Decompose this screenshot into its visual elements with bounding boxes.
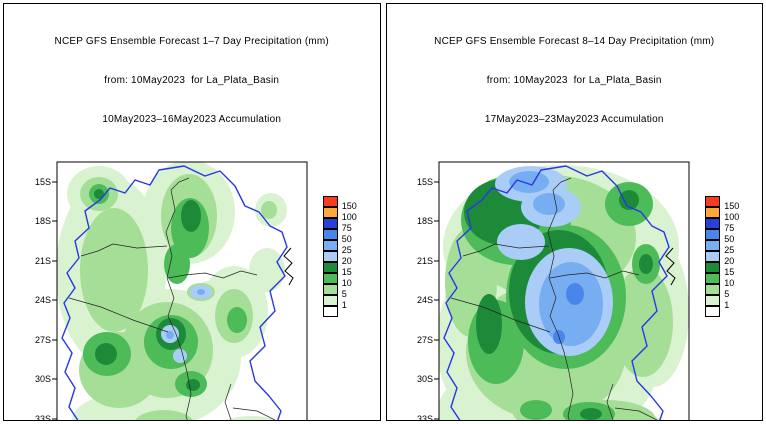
- y-tick-label: 30S: [417, 374, 433, 384]
- title-line-1: NCEP GFS Ensemble Forecast 1–7 Day Preci…: [54, 36, 329, 47]
- precip-map-week2: 15S 18S 21S 24S 27S 30S 33S 66W 63W 60W …: [417, 161, 690, 421]
- basin-outline: [61, 165, 288, 420]
- panel-week1-forecast: NCEP GFS Ensemble Forecast 1–7 Day Preci…: [3, 3, 381, 421]
- y-tick-label: 21S: [35, 256, 51, 266]
- legend-swatch: [705, 196, 721, 207]
- title-line-1: NCEP GFS Ensemble Forecast 8–14 Day Prec…: [434, 36, 715, 47]
- title-line-2: from: 10May2023 for La_Plata_Basin: [104, 75, 280, 86]
- legend-swatch: [322, 218, 338, 229]
- legend-label: 5: [341, 289, 347, 299]
- legend-swatch: [322, 306, 338, 317]
- title-line-2: from: 10May2023 for La_Plata_Basin: [486, 75, 662, 86]
- y-tick-label: 18S: [35, 216, 51, 226]
- legend-swatch: [322, 196, 338, 207]
- plot-frame: [56, 161, 308, 420]
- panel-title-week2: NCEP GFS Ensemble Forecast 8–14 Day Prec…: [434, 9, 714, 152]
- legend-swatch: [705, 295, 721, 306]
- panel-week2-forecast: NCEP GFS Ensemble Forecast 8–14 Day Prec…: [385, 3, 763, 421]
- y-tick-label: 33S: [35, 414, 51, 421]
- legend-label: 10: [341, 278, 352, 288]
- legend-label: 50: [341, 234, 352, 244]
- y-tick-label: 24S: [417, 295, 433, 305]
- legend-swatch: [705, 273, 721, 284]
- coastline-mark: [283, 247, 294, 286]
- axis-ticks: [434, 181, 440, 420]
- legend-label: 25: [724, 245, 735, 255]
- coastline-mark: [665, 247, 676, 286]
- legend-label: 5: [724, 289, 730, 299]
- legend-label: 50: [724, 234, 735, 244]
- legend-label: 20: [341, 256, 352, 266]
- plot-frame: [438, 161, 690, 420]
- y-tick-label: 15S: [35, 177, 51, 187]
- legend-label: 10: [724, 278, 735, 288]
- legend-label: 25: [341, 245, 352, 255]
- legend-label: 1: [341, 300, 347, 310]
- y-tick-label: 21S: [417, 256, 433, 266]
- contour-fill-layer: [56, 162, 287, 420]
- legend-label: 20: [724, 256, 735, 266]
- y-tick-label: 24S: [35, 295, 51, 305]
- legend-swatch: [705, 240, 721, 251]
- legend-swatch: [322, 295, 338, 306]
- legend-label: 150: [724, 201, 740, 211]
- legend-swatch: [705, 251, 721, 262]
- map-row-week1: 15S 18S 21S 24S 27S 30S 33S 66W 63W 60W …: [19, 152, 365, 421]
- y-tick-label: 30S: [35, 374, 51, 384]
- country-borders: [451, 177, 659, 420]
- legend-swatch: [322, 240, 338, 251]
- precip-color-scale: 150 100 75 50 25 20 15 10 5 1: [322, 196, 365, 322]
- title-line-3: 17May2023–23May2023 Accumulation: [484, 114, 664, 125]
- y-tick-label: 15S: [417, 177, 433, 187]
- legend-label: 75: [724, 223, 735, 233]
- legend-swatch: [705, 306, 721, 317]
- country-borders: [68, 177, 276, 420]
- y-tick-label: 27S: [417, 335, 433, 345]
- precip-map-week1: 15S 18S 21S 24S 27S 30S 33S 66W 63W 60W …: [35, 161, 308, 421]
- y-axis-labels: 15S 18S 21S 24S 27S 30S 33S: [35, 177, 51, 421]
- contour-fill-layer: [439, 165, 690, 420]
- precip-color-scale: 150 100 75 50 25 20 15 10 5 1: [705, 196, 747, 322]
- legend-swatch: [322, 273, 338, 284]
- legend-swatch: [705, 207, 721, 218]
- legend-swatch: [322, 251, 338, 262]
- y-tick-label: 18S: [417, 216, 433, 226]
- legend-swatch: [705, 229, 721, 240]
- panel-title-week1: NCEP GFS Ensemble Forecast 1–7 Day Preci…: [55, 9, 329, 152]
- legend-label: 15: [724, 267, 735, 277]
- y-axis-labels: 15S 18S 21S 24S 27S 30S 33S: [417, 177, 433, 421]
- legend-swatch: [705, 218, 721, 229]
- legend-swatch: [322, 284, 338, 295]
- legend-label: 100: [724, 212, 740, 222]
- map-row-week2: 15S 18S 21S 24S 27S 30S 33S 66W 63W 60W …: [401, 152, 747, 421]
- axis-ticks: [51, 181, 57, 420]
- y-tick-label: 27S: [35, 335, 51, 345]
- legend-swatch: [705, 284, 721, 295]
- legend-label: 100: [341, 212, 357, 222]
- legend-swatch: [705, 262, 721, 273]
- legend-swatch: [322, 207, 338, 218]
- basin-outline: [443, 165, 670, 420]
- legend-label: 150: [341, 201, 357, 211]
- y-tick-label: 33S: [417, 414, 433, 421]
- legend-label: 15: [341, 267, 352, 277]
- legend-swatch: [322, 262, 338, 273]
- legend-label: 75: [341, 223, 352, 233]
- title-line-3: 10May2023–16May2023 Accumulation: [102, 114, 282, 125]
- legend-label: 1: [724, 300, 730, 310]
- legend-swatch: [322, 229, 338, 240]
